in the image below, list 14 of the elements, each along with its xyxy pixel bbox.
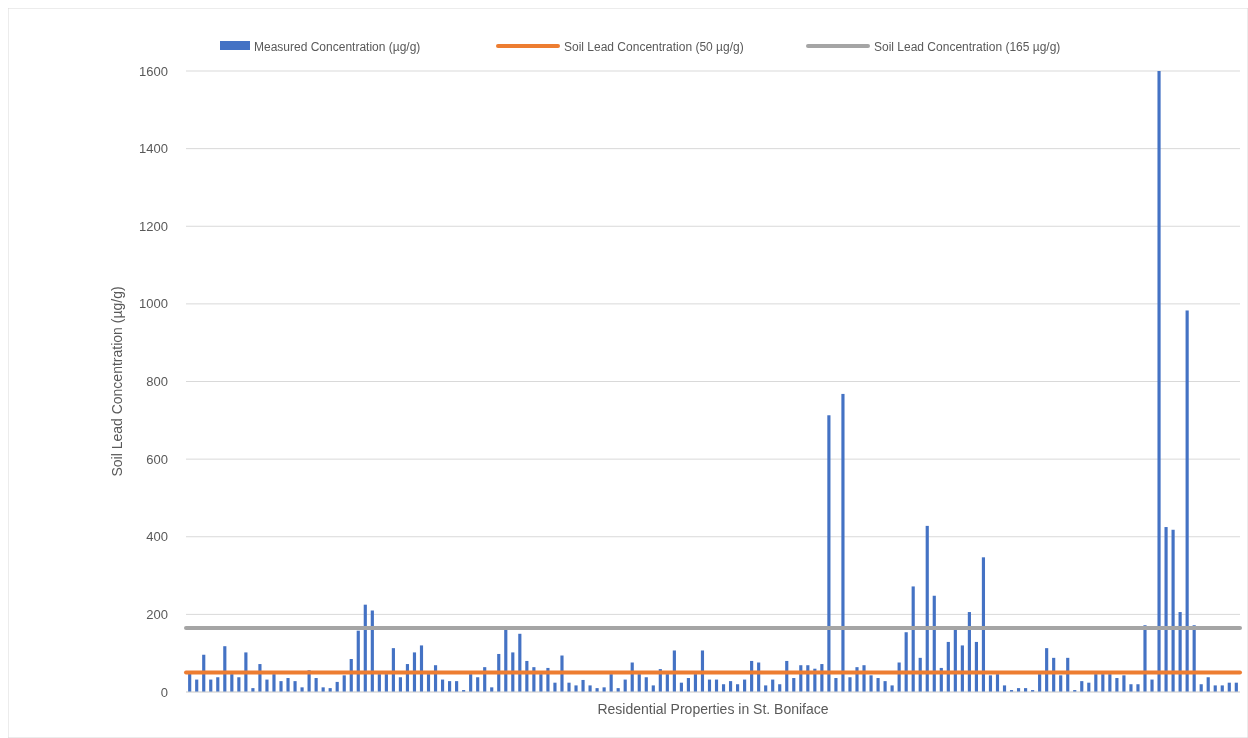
y-tick-label: 1000 — [139, 296, 168, 312]
legend-label: Measured Concentration (µg/g) — [254, 39, 421, 54]
y-axis-title: Soil Lead Concentration (µg/g) — [109, 286, 125, 477]
y-tick-label: 400 — [146, 529, 168, 545]
y-tick-label: 1600 — [139, 63, 168, 79]
legend-label: Soil Lead Concentration (50 µg/g) — [564, 39, 744, 54]
y-tick-label: 600 — [146, 451, 168, 467]
legend-label: Soil Lead Concentration (165 µg/g) — [874, 39, 1061, 54]
y-tick-label: 1200 — [139, 218, 168, 234]
y-tick-label: 0 — [160, 684, 168, 700]
y-tick-label: 800 — [146, 374, 168, 390]
y-tick-label: 200 — [146, 606, 168, 622]
x-axis-title: Residential Properties in St. Boniface — [597, 701, 829, 717]
y-tick-label: 1400 — [139, 141, 168, 157]
